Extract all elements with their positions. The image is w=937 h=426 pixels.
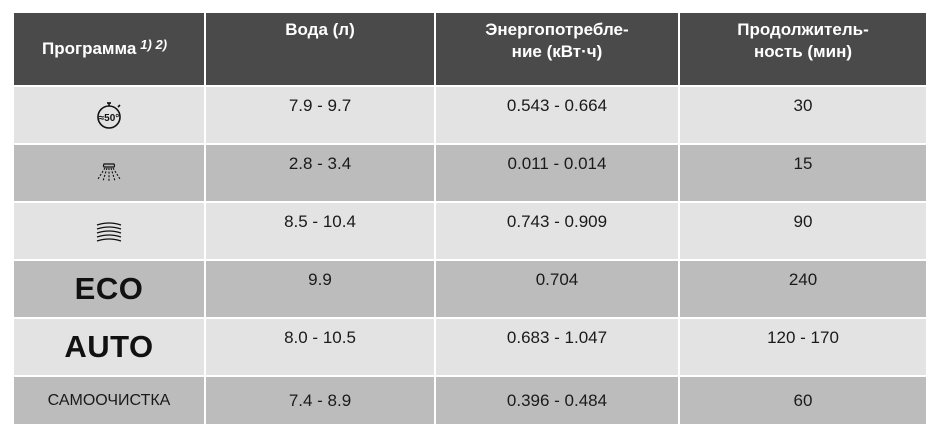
header-program: Программа 1) 2): [12, 11, 206, 87]
header-energy-label: Энергопотребле-ние (кВт·ч): [485, 20, 629, 61]
header-program-label: Программа: [42, 38, 137, 58]
energy-cell: 0.396 - 0.484: [434, 375, 680, 426]
energy-cell: 0.543 - 0.664: [434, 85, 680, 145]
program-cell: [12, 201, 206, 261]
duration-cell: 120 - 170: [678, 317, 928, 377]
program-eco-label: ECO: [12, 259, 206, 319]
water-cell: 8.5 - 10.4: [204, 201, 436, 261]
program-cell: [12, 143, 206, 203]
duration-cell: 30: [678, 85, 928, 145]
header-duration: Продолжитель-ность (мин): [678, 11, 928, 87]
table-row: 8.5 - 10.4 0.743 - 0.909 90: [12, 201, 928, 261]
duration-cell: 240: [678, 259, 928, 319]
duration-cell: 60: [678, 375, 928, 426]
duration-cell: 90: [678, 201, 928, 261]
header-water-label: Вода (л): [285, 20, 355, 39]
duration-cell: 15: [678, 143, 928, 203]
energy-cell: 0.743 - 0.909: [434, 201, 680, 261]
program-consumption-table: Программа 1) 2) Вода (л) Энергопотребле-н…: [12, 11, 928, 426]
water-cell: 9.9: [204, 259, 436, 319]
program-cell: ≈50°: [12, 85, 206, 145]
energy-cell: 0.011 - 0.014: [434, 143, 680, 203]
water-cell: 7.9 - 9.7: [204, 85, 436, 145]
table-row: САМООЧИСТКА 7.4 - 8.9 0.396 - 0.484 60: [12, 375, 928, 426]
table-row: ≈50° 7.9 - 9.7 0.543 - 0.664 30: [12, 85, 928, 145]
header-energy: Энергопотребле-ние (кВт·ч): [434, 11, 680, 87]
water-cell: 8.0 - 10.5: [204, 317, 436, 377]
header-footnote: 1) 2): [140, 36, 168, 52]
intensive-wave-icon: [96, 222, 122, 242]
table-row: 2.8 - 3.4 0.011 - 0.014 15: [12, 143, 928, 203]
program-auto-label: AUTO: [12, 317, 206, 377]
header-duration-label: Продолжитель-ность (мин): [737, 20, 869, 61]
water-cell: 7.4 - 8.9: [204, 375, 436, 426]
quick-50-label: ≈50°: [99, 113, 120, 124]
header-water: Вода (л): [204, 11, 436, 87]
header-row: Программа 1) 2) Вода (л) Энергопотребле-н…: [12, 11, 928, 87]
energy-cell: 0.683 - 1.047: [434, 317, 680, 377]
quick-50-stopwatch-icon: ≈50°: [97, 102, 121, 129]
table-row: ECO 9.9 0.704 240: [12, 259, 928, 319]
energy-cell: 0.704: [434, 259, 680, 319]
table-row: AUTO 8.0 - 10.5 0.683 - 1.047 120 - 170: [12, 317, 928, 377]
water-cell: 2.8 - 3.4: [204, 143, 436, 203]
program-selfclean-label: САМООЧИСТКА: [12, 375, 206, 426]
rinse-spray-icon: [97, 163, 121, 182]
